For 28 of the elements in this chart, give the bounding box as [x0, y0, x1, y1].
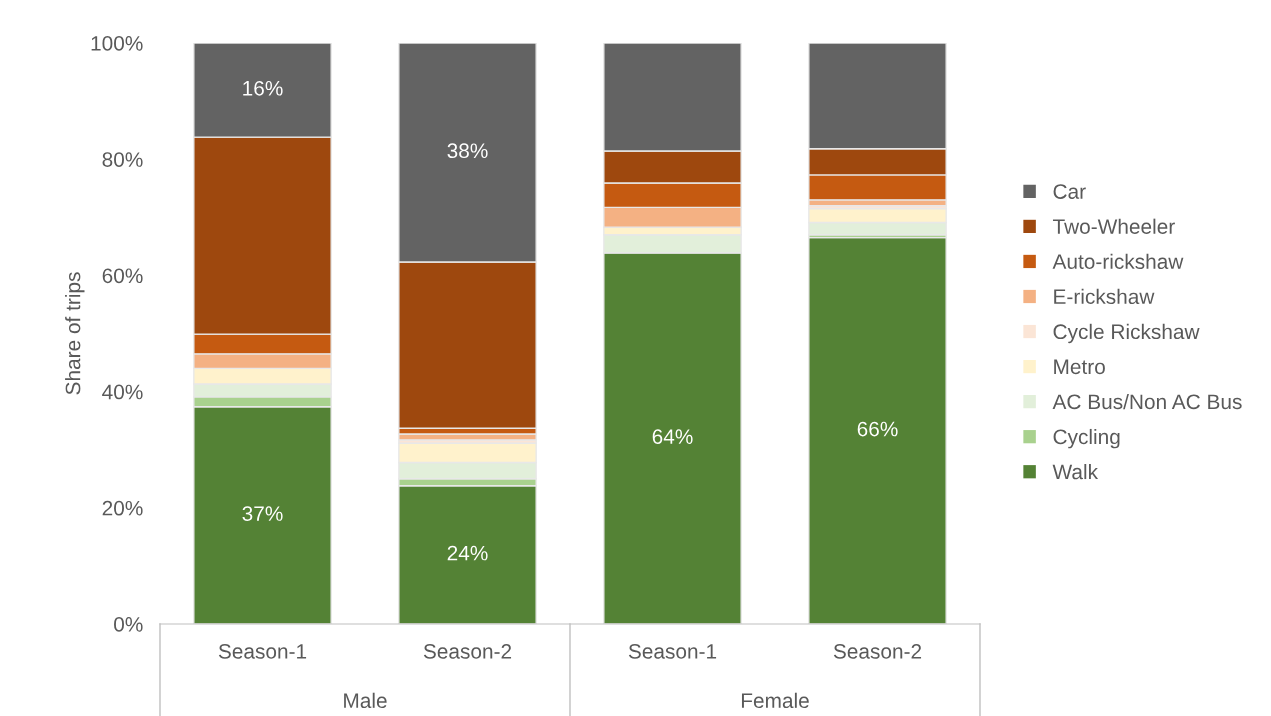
legend-label: Cycle Rickshaw — [1053, 323, 1200, 344]
y-tick-label: 20% — [102, 500, 143, 516]
legend-label: AC Bus/Non AC Bus — [1052, 393, 1242, 410]
data-label: 64% — [652, 429, 693, 444]
legend-label: Metro — [1054, 359, 1105, 375]
y-tick-label: 60% — [102, 268, 143, 284]
x-tick-label: Season-1 — [628, 643, 717, 659]
data-label: 16% — [243, 80, 283, 96]
y-tick-label: 0% — [114, 617, 143, 632]
legend-label: Two-Wheeler — [1052, 218, 1175, 234]
legend-label: Car — [1053, 184, 1086, 199]
x-tick-label: Season-2 — [423, 643, 512, 659]
x-tick-label: Season-1 — [218, 643, 307, 659]
y-tick-label: 100% — [91, 36, 143, 51]
legend-label: E-rickshaw — [1054, 288, 1155, 305]
data-label: 66% — [857, 421, 898, 437]
data-label: 38% — [447, 143, 488, 159]
data-label: 24% — [447, 545, 488, 561]
data-label: 37% — [242, 506, 283, 521]
y-tick-label: 40% — [102, 384, 143, 400]
x-tick-label: Season-2 — [833, 643, 922, 659]
text: Female — [741, 692, 809, 709]
legend-label: Cycling — [1053, 428, 1120, 449]
text: Male — [344, 692, 387, 709]
y-tick-label: 80% — [102, 152, 143, 167]
legend-label: Walk — [1052, 463, 1099, 480]
legend-label: Auto-rickshaw — [1052, 253, 1184, 269]
y-axis-title: Share of trips — [65, 272, 85, 395]
